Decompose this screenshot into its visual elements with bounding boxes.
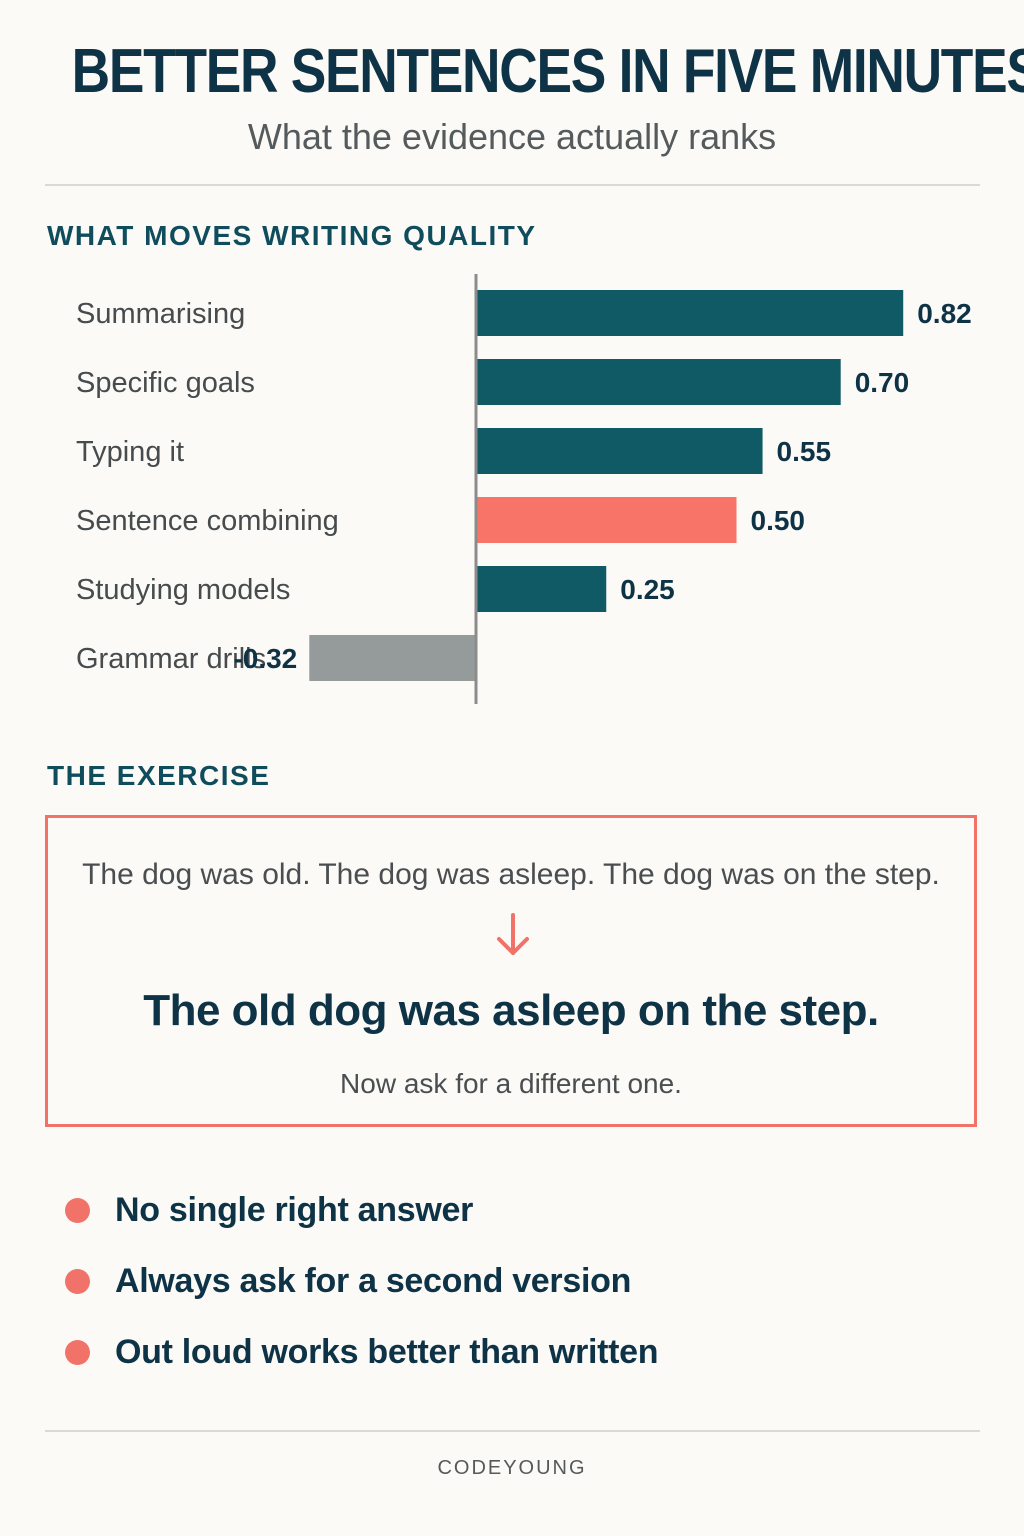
category-label: Sentence combining <box>76 505 339 537</box>
tip-item: No single right answer <box>65 1188 473 1232</box>
value-label: 0.70 <box>855 367 910 398</box>
page-title: BETTER SENTENCES IN FIVE MINUTES <box>71 37 1024 106</box>
category-label: Summarising <box>76 298 245 330</box>
divider-bottom <box>45 1430 980 1432</box>
bullet-dot-icon <box>65 1197 90 1223</box>
tip-text: Always ask for a second version <box>115 1261 632 1300</box>
value-label: -0.32 <box>233 643 297 674</box>
bar-typing-it <box>476 428 763 474</box>
bar-chart: Summarising 0.82 Specific goals 0.70 Typing … <box>76 274 972 704</box>
category-label: Typing it <box>76 436 184 468</box>
bar-summarising <box>476 290 904 336</box>
chart-section-heading: WHAT MOVES WRITING QUALITY <box>47 220 537 251</box>
divider-top <box>45 184 980 186</box>
value-label: 0.55 <box>777 436 832 467</box>
exercise-before-sentences: The dog was old. The dog was asleep. The… <box>82 858 940 891</box>
bar-grammar-drills <box>309 635 476 681</box>
tip-text: Out loud works better than written <box>115 1332 659 1371</box>
bar-studying-models <box>476 566 607 612</box>
bullet-dot-icon <box>65 1339 90 1365</box>
bar-sentence-combining <box>476 497 737 543</box>
page-subtitle: What the evidence actually ranks <box>247 116 777 157</box>
exercise-section-heading: THE EXERCISE <box>47 760 271 791</box>
tip-item: Always ask for a second version <box>65 1259 631 1303</box>
category-label: Specific goals <box>76 367 255 399</box>
value-label: 0.25 <box>620 574 675 605</box>
arrow-down-icon <box>497 913 529 955</box>
tip-text: No single right answer <box>115 1190 474 1229</box>
category-label: Studying models <box>76 574 290 606</box>
exercise-combined-sentence: The old dog was asleep on the step. <box>143 986 879 1035</box>
bullet-dot-icon <box>65 1268 90 1294</box>
exercise-box: The dog was old. The dog was asleep. The… <box>45 815 977 1127</box>
tip-item: Out loud works better than written <box>65 1330 659 1374</box>
exercise-note: Now ask for a different one. <box>340 1068 682 1099</box>
value-label: 0.82 <box>917 298 972 329</box>
value-label: 0.50 <box>751 505 806 536</box>
category-label: Grammar drills <box>76 643 266 675</box>
bar-specific-goals <box>476 359 841 405</box>
footer-brand: CODEYOUNG <box>437 1457 587 1479</box>
